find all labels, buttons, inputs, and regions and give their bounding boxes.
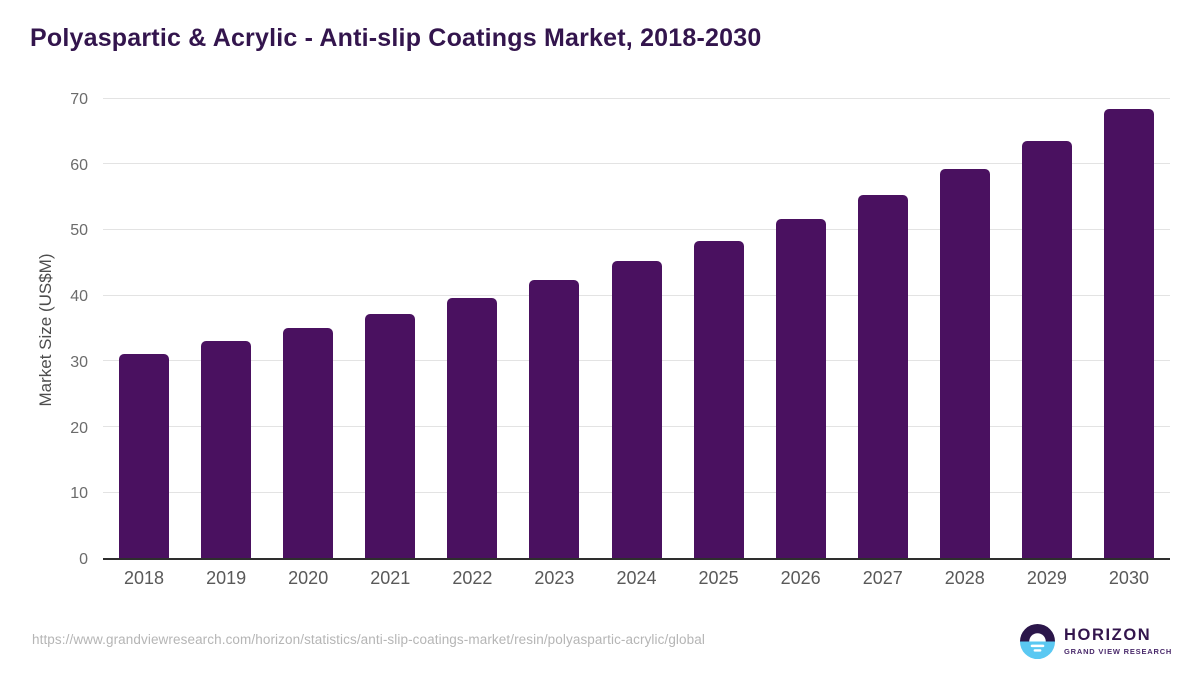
x-tick-label-2023: 2023 [534,568,575,588]
gridline-y-50 [103,228,1170,230]
bar-2027[interactable] [857,194,908,558]
bar-2029[interactable] [1021,141,1072,558]
x-tick-label-2018: 2018 [124,568,165,588]
bar-2024[interactable] [611,260,662,558]
y-tick-label-40: 40 [70,288,88,306]
x-tick-label-2029: 2029 [1026,568,1067,588]
gridline-y-60 [103,163,1170,165]
y-tick-label-50: 50 [70,222,88,240]
logo-name: HORIZON [1064,626,1152,645]
plot-area [103,97,1170,560]
y-tick-label-60: 60 [70,156,88,174]
bar-2020[interactable] [283,328,334,558]
x-tick-label-2026: 2026 [780,568,821,588]
bar-2021[interactable] [365,314,416,558]
source-url-link[interactable]: https://www.grandviewresearch.com/horizo… [32,632,705,647]
y-tick-label-20: 20 [70,419,88,437]
bar-2019[interactable] [201,341,252,558]
bar-2025[interactable] [693,241,744,558]
x-tick-label-2022: 2022 [452,568,493,588]
bar-2030[interactable] [1103,109,1154,558]
x-tick-label-2021: 2021 [370,568,411,588]
x-tick-label-2030: 2030 [1108,568,1149,588]
gridline-y-70 [103,97,1170,99]
bar-2018[interactable] [119,354,170,558]
horizon-logo-text: HORIZON GRAND VIEW RESEARCH [1064,626,1173,656]
x-tick-label-2027: 2027 [862,568,903,588]
y-tick-label-10: 10 [70,485,88,503]
bar-2022[interactable] [447,298,498,558]
y-axis-label: Market Size (US$M) [36,253,55,407]
chart-title: Polyaspartic & Acrylic - Anti-slip Coati… [30,24,762,52]
y-tick-label-70: 70 [70,91,88,108]
x-tick-label-2024: 2024 [616,568,657,588]
horizon-logo: HORIZON GRAND VIEW RESEARCH [1019,623,1172,660]
y-tick-label-30: 30 [70,353,88,371]
x-tick-label-2019: 2019 [206,568,247,588]
x-tick-label-2028: 2028 [944,568,985,588]
bar-2026[interactable] [775,218,826,558]
horizon-sunset-icon [1019,623,1056,660]
bar-2023[interactable] [529,280,580,558]
logo-subtitle: GRAND VIEW RESEARCH [1064,646,1173,656]
bar-2028[interactable] [939,168,990,558]
x-tick-label-2025: 2025 [698,568,739,588]
x-tick-label-2020: 2020 [288,568,329,588]
y-tick-label-0: 0 [79,551,88,568]
